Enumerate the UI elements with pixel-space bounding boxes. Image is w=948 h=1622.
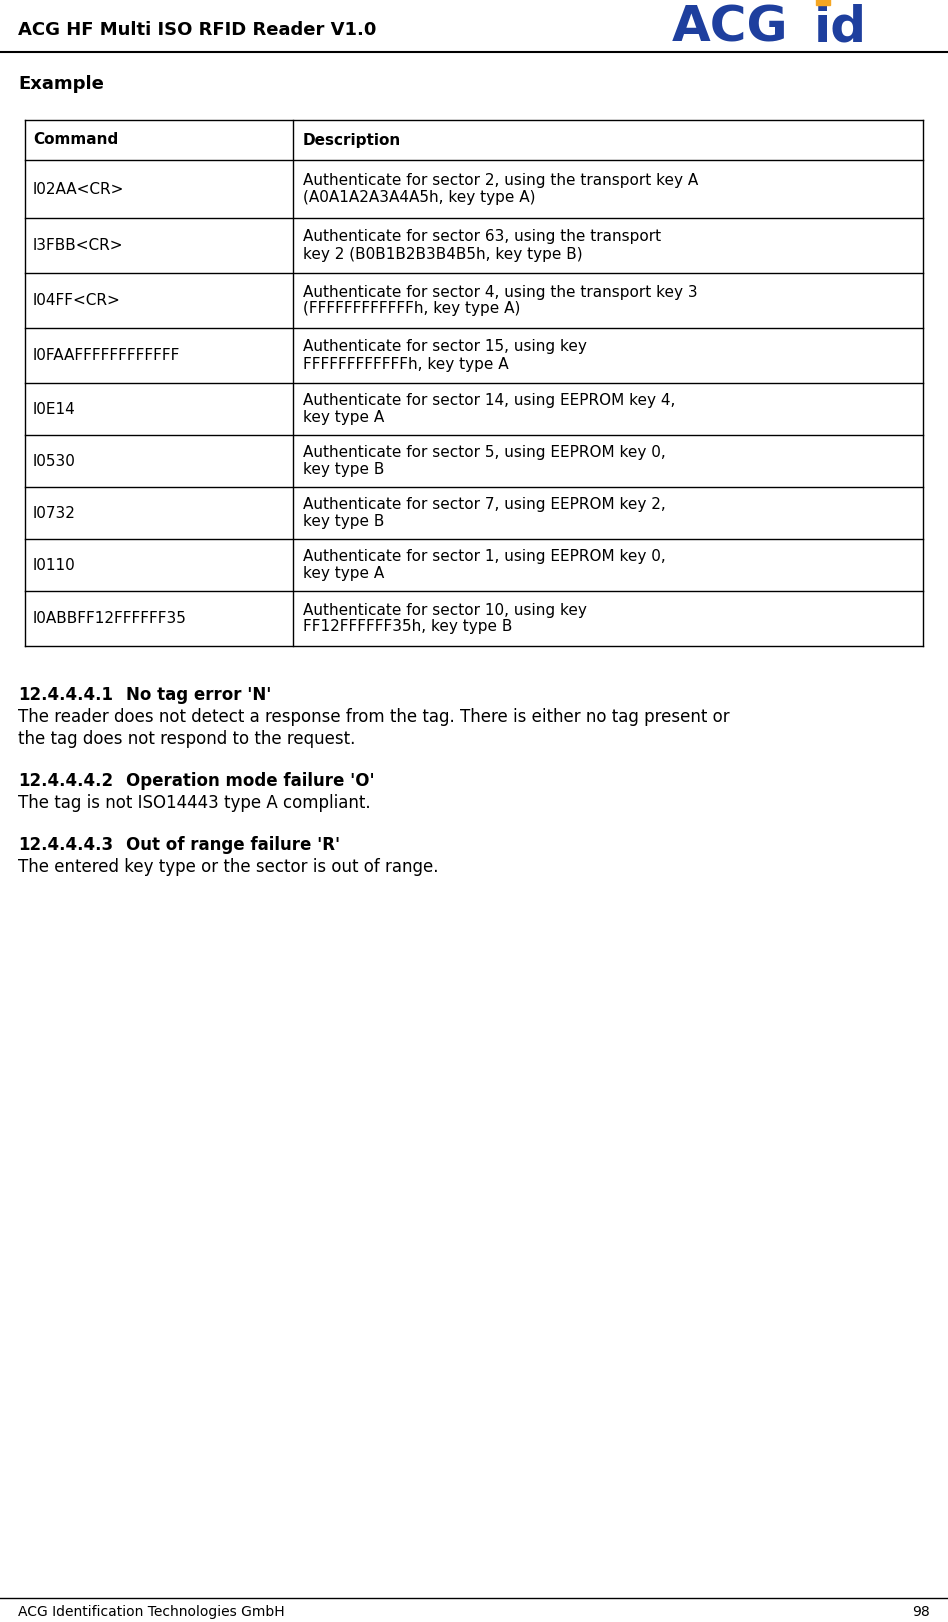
Bar (816, 0, 830, 5)
Text: key type A: key type A (303, 566, 384, 581)
Text: ACG HF Multi ISO RFID Reader V1.0: ACG HF Multi ISO RFID Reader V1.0 (18, 21, 376, 39)
Text: (A0A1A2A3A4A5h, key type A): (A0A1A2A3A4A5h, key type A) (303, 190, 536, 204)
Text: Operation mode failure 'O': Operation mode failure 'O' (126, 772, 374, 790)
Text: 12.4.4.4.1: 12.4.4.4.1 (18, 686, 113, 704)
Text: l0530: l0530 (33, 454, 76, 469)
Text: key 2 (B0B1B2B3B4B5h, key type B): key 2 (B0B1B2B3B4B5h, key type B) (303, 247, 583, 261)
Text: No tag error 'N': No tag error 'N' (126, 686, 271, 704)
Text: l0E14: l0E14 (33, 402, 76, 417)
Text: Command: Command (33, 133, 118, 148)
Text: The tag is not ISO14443 type A compliant.: The tag is not ISO14443 type A compliant… (18, 795, 371, 813)
Text: (FFFFFFFFFFFFh, key type A): (FFFFFFFFFFFFh, key type A) (303, 302, 520, 316)
Text: Authenticate for sector 2, using the transport key A: Authenticate for sector 2, using the tra… (303, 174, 699, 188)
Text: the tag does not respond to the request.: the tag does not respond to the request. (18, 730, 356, 748)
Text: 12.4.4.4.3: 12.4.4.4.3 (18, 835, 113, 855)
Text: Authenticate for sector 7, using EEPROM key 2,: Authenticate for sector 7, using EEPROM … (303, 496, 665, 513)
Text: l0ABBFF12FFFFFF35: l0ABBFF12FFFFFF35 (33, 611, 187, 626)
Text: Authenticate for sector 63, using the transport: Authenticate for sector 63, using the tr… (303, 229, 661, 245)
Text: l04FF<CR>: l04FF<CR> (33, 294, 120, 308)
Text: Authenticate for sector 5, using EEPROM key 0,: Authenticate for sector 5, using EEPROM … (303, 444, 665, 461)
Text: ACG Identification Technologies GmbH: ACG Identification Technologies GmbH (18, 1606, 284, 1619)
Text: Example: Example (18, 75, 104, 92)
Text: Authenticate for sector 4, using the transport key 3: Authenticate for sector 4, using the tra… (303, 284, 698, 300)
Text: The entered key type or the sector is out of range.: The entered key type or the sector is ou… (18, 858, 439, 876)
Text: l02AA<CR>: l02AA<CR> (33, 182, 124, 196)
Text: 98: 98 (912, 1606, 930, 1619)
Text: FF12FFFFFF35h, key type B: FF12FFFFFF35h, key type B (303, 620, 512, 634)
Text: key type A: key type A (303, 410, 384, 425)
Text: ACG: ACG (672, 3, 789, 50)
Text: l0110: l0110 (33, 558, 76, 573)
Text: The reader does not detect a response from the tag. There is either no tag prese: The reader does not detect a response fr… (18, 707, 730, 727)
Text: l0732: l0732 (33, 506, 76, 521)
Text: 12.4.4.4.2: 12.4.4.4.2 (18, 772, 113, 790)
Text: Authenticate for sector 1, using EEPROM key 0,: Authenticate for sector 1, using EEPROM … (303, 548, 665, 564)
Text: l0FAAFFFFFFFFFFFF: l0FAAFFFFFFFFFFFF (33, 349, 180, 363)
Text: key type B: key type B (303, 514, 384, 529)
Text: id: id (814, 3, 867, 50)
Text: Description: Description (303, 133, 401, 148)
Text: l3FBB<CR>: l3FBB<CR> (33, 238, 123, 253)
Text: key type B: key type B (303, 462, 384, 477)
Text: Out of range failure 'R': Out of range failure 'R' (126, 835, 340, 855)
Text: Authenticate for sector 15, using key: Authenticate for sector 15, using key (303, 339, 587, 355)
Text: FFFFFFFFFFFFh, key type A: FFFFFFFFFFFFh, key type A (303, 357, 509, 371)
Text: Authenticate for sector 14, using EEPROM key 4,: Authenticate for sector 14, using EEPROM… (303, 393, 675, 409)
Text: Authenticate for sector 10, using key: Authenticate for sector 10, using key (303, 602, 587, 618)
